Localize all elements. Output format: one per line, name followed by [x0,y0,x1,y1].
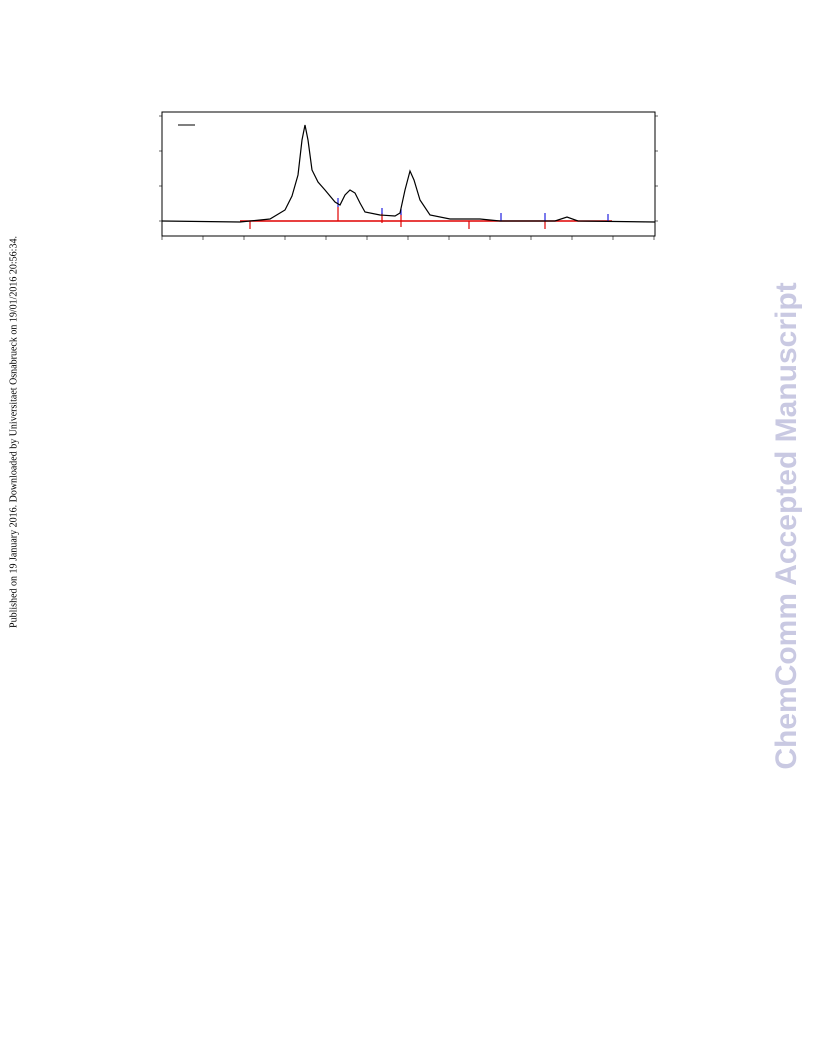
chromatogram [159,111,658,240]
signal-trace [161,124,656,223]
peak-start-markers [249,207,546,229]
plot-frame [161,111,656,237]
watermark: ChemComm Accepted Manuscript [770,282,803,770]
peak-end-markers [337,198,609,221]
download-note: Published on 19 January 2016. Downloaded… [8,236,20,628]
axis-ticks [159,115,658,240]
